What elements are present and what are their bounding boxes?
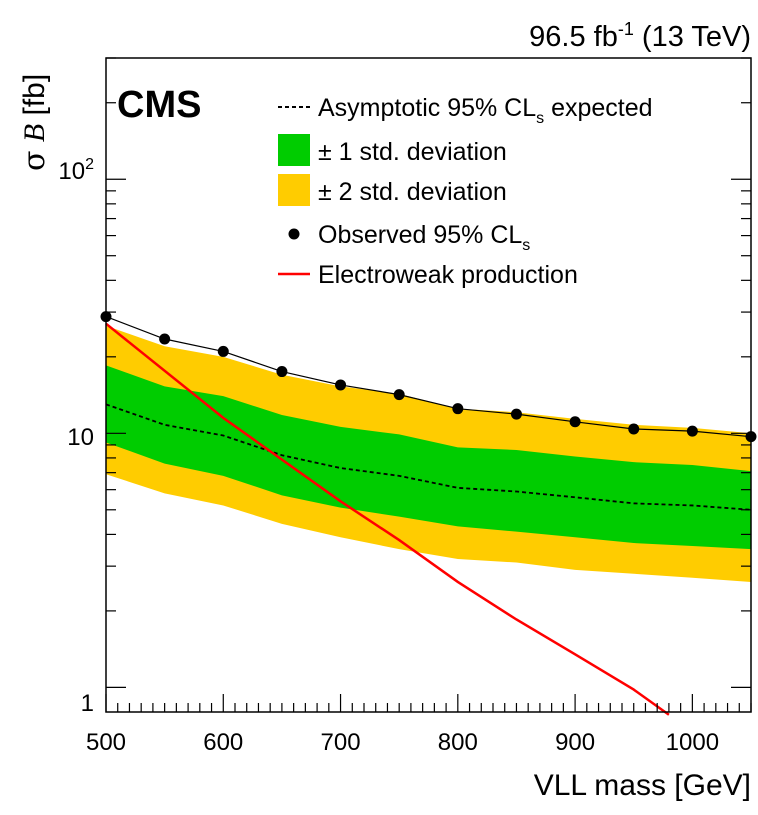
legend-expected-text: Asymptotic 95% CL [318,94,536,122]
plot-frame [105,57,752,713]
y-tick-label-10: 10 [67,424,94,451]
x-tick-labels: 500 600 700 800 900 1000 [86,729,719,756]
x-tick-label: 900 [555,729,595,756]
luminosity-value: 96.5 fb [529,21,618,53]
legend-observed-label: Observed 95% CLs [318,221,530,254]
energy-label: (13 TeV) [634,21,751,53]
uncertainty-bands [106,325,751,582]
theory-series [105,322,670,716]
y-axis-label-unit: [fb] [18,74,51,124]
legend-observed-sub: s [522,237,530,254]
legend-two-sigma-label: ± 2 std. deviation [318,178,507,206]
legend-expected-label: Asymptotic 95% CLs expected [318,94,653,127]
x-axis-label: VLL mass [GeV] [534,769,751,802]
legend: Asymptotic 95% CLs expected ± 1 std. dev… [278,94,653,289]
x-tick-label: 500 [86,729,126,756]
x-tick-label: 800 [438,729,478,756]
luminosity-exponent: -1 [618,19,634,39]
legend-two-sigma-swatch [278,174,310,206]
y-axis-label-b: B [18,124,51,142]
observed-point [510,408,522,420]
observed-point [335,379,347,391]
observed-limit-line [105,316,752,438]
legend-observed-text: Observed 95% CL [318,221,522,249]
observed-point [628,423,640,435]
y-tick-label-100: 102 [58,156,94,185]
observed-point [393,389,405,401]
y-axis-label-gap [18,142,51,150]
x-tick-label: 700 [321,729,361,756]
y-axis-label: σ B [fb] [17,74,52,171]
observed-point [452,403,464,415]
experiment-label: CMS [117,84,201,126]
legend-expected-tail: expected [544,94,652,122]
observed-limit-series [100,311,757,443]
legend-theory-label: Electroweak production [318,261,578,289]
expected-limit-line [105,403,752,511]
legend-one-sigma-label: ± 1 std. deviation [318,138,507,166]
x-tick-label: 600 [203,729,243,756]
theory-line [105,322,670,716]
y-tick-label-100-base: 10 [58,158,85,185]
observed-point [569,416,581,428]
observed-point [159,333,171,345]
x-tick-label: 1000 [666,729,719,756]
y-tick-label-100-exponent: 2 [85,156,94,173]
y-axis-label-sigma: σ [17,151,52,171]
expected-limit-series [105,403,752,511]
legend-one-sigma-swatch [278,134,310,166]
legend-expected-sub: s [536,110,544,127]
observed-point [217,345,229,357]
observed-point [686,425,698,437]
one-sigma-band [106,365,751,550]
y-tick-label-1: 1 [81,690,94,717]
axis-ticks [105,57,752,712]
legend-observed-marker [288,228,300,240]
observed-point [276,366,288,378]
luminosity-label: 96.5 fb-1 (13 TeV) [529,19,751,53]
